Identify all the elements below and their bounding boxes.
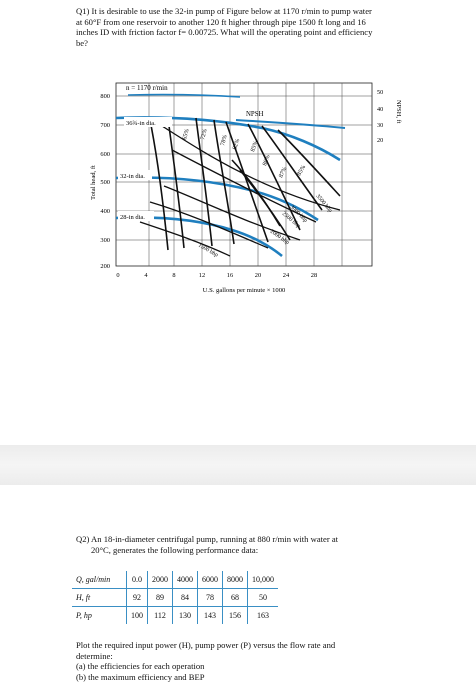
npsh-curve-label: NPSH (246, 111, 263, 118)
table-cell: 130 (172, 606, 198, 624)
speed-label: n = 1170 r/min (126, 84, 168, 92)
x-tick: 0 (116, 272, 119, 279)
efficiency-label: 85% (297, 164, 308, 177)
impeller-label-36: 36¾-in dia. (126, 120, 156, 127)
table-cell: 50 (247, 588, 278, 607)
y-tick: 400 (100, 208, 110, 215)
y-tick: 200 (100, 263, 110, 270)
table-cell: 84 (172, 588, 198, 607)
x-tick: 24 (283, 272, 290, 279)
q2-line-1: Q2) An 18-in-diameter centrifugal pump, … (76, 534, 339, 544)
npsh-tick: 20 (377, 137, 383, 144)
x-tick: 8 (172, 272, 175, 279)
table-cell: 156 (222, 606, 248, 624)
table-cell: 89 (147, 588, 173, 607)
table-row: P, hp 100 112 130 143 156 163 (72, 606, 278, 624)
npsh-curve (235, 119, 346, 129)
x-tick: 16 (227, 272, 233, 279)
y-axis-ticks: 800 700 600 500 400 300 200 (100, 93, 110, 270)
table-cell: 68 (222, 588, 248, 607)
y-tick: 300 (100, 237, 110, 244)
q2-line-2: 20°C, generates the following performanc… (91, 544, 259, 555)
table-cell: 163 (247, 606, 278, 624)
table-row: Q, gal/min 0.0 2000 4000 6000 8000 10,00… (72, 571, 278, 589)
instruction-part-b: (b) the maximum efficiency and BEP (76, 671, 205, 682)
efficiency-label: 65% (182, 128, 191, 140)
instruction-part-a: (a) the efficiencies for each operation (76, 661, 205, 672)
power-label: 2000 bhp (269, 229, 290, 246)
npsh-tick: 40 (377, 106, 383, 113)
table-cell: 4000 (172, 571, 198, 589)
row-label: Q, gal/min (72, 571, 127, 589)
efficiency-label: 72% (200, 128, 209, 140)
page-divider (0, 445, 476, 485)
y-tick: 700 (100, 122, 110, 129)
table-row: H, ft 92 89 84 78 68 50 (72, 588, 278, 607)
table-cell: 0.0 (126, 571, 148, 589)
instruction-line-2: determine: (76, 650, 113, 661)
table-cell: 112 (147, 606, 173, 624)
y-tick: 800 (100, 93, 110, 100)
y-axis-label: Total head, ft (90, 165, 97, 200)
pump-performance-figure: 36¾-in dia. 32-in dia. 28-in dia. n = 11… (90, 82, 402, 294)
npsh-tick: 30 (377, 122, 383, 129)
impeller-label-32: 32-in dia. (120, 173, 145, 180)
head-curve-28-in (115, 216, 283, 257)
x-tick: 20 (255, 272, 261, 279)
table-cell: 100 (126, 606, 148, 624)
y-tick: 500 (100, 179, 110, 186)
q1-line-2: at 60°F from one reservoir to another 12… (76, 16, 366, 27)
efficiency-label: 86% (262, 154, 271, 166)
q1-line-4: be? (76, 37, 88, 48)
speed-reference-line (127, 93, 241, 98)
question-2-text: Q2) An 18-in-diameter centrifugal pump, … (76, 534, 406, 555)
table-cell: 92 (126, 588, 148, 607)
table-cell: 143 (197, 606, 223, 624)
question-1-text: Q1) It is desirable to use the 32-in pum… (76, 6, 411, 48)
power-curves (139, 125, 341, 257)
head-curve-32-in (115, 176, 319, 222)
y-tick: 600 (100, 151, 110, 158)
efficiency-label: 87% (278, 166, 288, 179)
performance-table: Q, gal/min 0.0 2000 4000 6000 8000 10,00… (72, 571, 278, 624)
x-tick: 12 (199, 272, 205, 279)
x-axis-label: U.S. gallons per minute × 1000 (203, 287, 286, 294)
question-1-sheet: Q1) It is desirable to use the 32-in pum… (76, 6, 411, 294)
impeller-label-28: 28-in dia. (120, 214, 145, 221)
q1-line-1: Q1) It is desirable to use the 32-in pum… (76, 6, 372, 16)
table-cell: 2000 (147, 571, 173, 589)
plot-frame (115, 82, 373, 267)
efficiency-label: 82% (232, 138, 241, 150)
efficiency-label: 78% (220, 134, 229, 146)
efficiency-curves (149, 117, 341, 251)
x-tick: 28 (311, 272, 317, 279)
table-cell: 6000 (197, 571, 223, 589)
q1-line-3: inches ID with friction factor f= 0.0072… (76, 27, 373, 38)
row-label: H, ft (72, 588, 127, 607)
npsh-axis-label: NPSH, ft (395, 100, 402, 124)
row-label: P, hp (76, 611, 92, 620)
instructions: Plot the required input power (H), pump … (76, 640, 406, 682)
npsh-tick: 50 (377, 89, 383, 96)
x-tick: 4 (144, 272, 148, 279)
instruction-line-1: Plot the required input power (H), pump … (76, 640, 336, 650)
table-cell: 78 (197, 588, 223, 607)
x-axis-ticks: 0 4 8 12 16 20 24 28 (116, 272, 317, 279)
npsh-axis-ticks: 50 40 30 20 (377, 89, 383, 144)
table-cell: 10,000 (247, 571, 278, 589)
efficiency-label: 85% (250, 140, 259, 152)
table-cell: 8000 (222, 571, 248, 589)
power-label: 1500 bhp (197, 243, 219, 259)
